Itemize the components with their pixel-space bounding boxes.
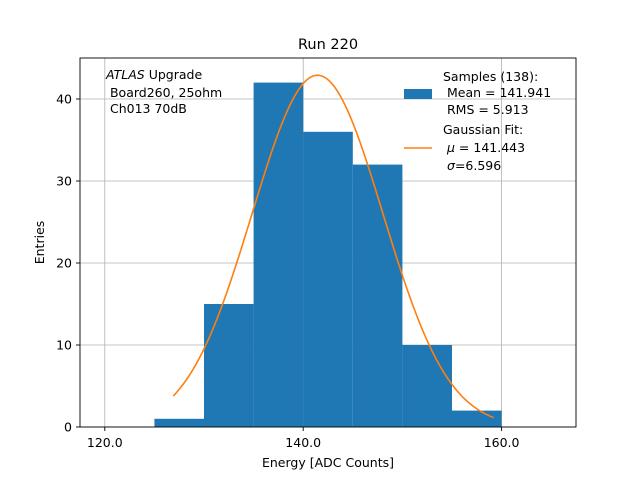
histogram-bar	[402, 345, 452, 427]
axis-ticks: 120.0 140.0 160.0 0 10 20 30 40	[56, 92, 519, 451]
histogram-bar	[452, 410, 502, 427]
y-tick-label: 20	[56, 256, 72, 271]
legend-hist-line-2: Mean = 141.941	[443, 85, 551, 100]
legend-sigma-value: =6.596	[455, 158, 501, 173]
x-axis-label: Energy [ADC Counts]	[262, 455, 394, 470]
y-tick-label: 30	[56, 174, 72, 189]
legend: Samples (138): Mean = 141.941 RMS = 5.91…	[404, 69, 551, 173]
legend-fit-sigma: σ=6.596	[447, 158, 501, 173]
axes-frame	[79, 57, 577, 428]
legend-hist-swatch	[404, 89, 432, 99]
x-tick-label: 120.0	[87, 435, 123, 450]
legend-hist-line-1: Samples (138):	[443, 69, 538, 84]
fit-curve	[172, 74, 494, 419]
y-tick-label: 10	[56, 338, 72, 353]
y-axis-label: Entries	[32, 221, 47, 265]
legend-fit-mu: μ = 141.443	[446, 140, 525, 155]
atlas-annotation: ATLAS Upgrade Board260, 25ohm Ch013 70dB	[105, 67, 222, 116]
histogram-bar	[204, 304, 254, 427]
legend-fit-title: Gaussian Fit:	[443, 122, 523, 137]
annotation-line-3: Ch013 70dB	[106, 101, 187, 116]
x-tick-label: 160.0	[484, 435, 520, 450]
histogram-bar	[154, 418, 204, 427]
annotation-line-1: ATLAS Upgrade	[105, 67, 202, 82]
annotation-line-2: Board260, 25ohm	[106, 85, 222, 100]
x-tick-label: 140.0	[285, 435, 321, 450]
y-tick-label: 40	[56, 92, 72, 107]
annotation-atlas: ATLAS	[105, 67, 145, 82]
legend-mu-value: = 141.443	[455, 140, 525, 155]
gaussian-fit	[172, 74, 494, 419]
annotation-upgrade: Upgrade	[145, 67, 203, 82]
y-tick-label: 0	[64, 420, 72, 435]
chart-title: Run 220	[298, 37, 358, 53]
legend-sigma-symbol: σ	[447, 158, 456, 173]
legend-mu-symbol: μ	[446, 140, 455, 155]
histogram-bar	[303, 131, 353, 428]
legend-hist-line-3: RMS = 5.913	[443, 102, 529, 117]
histogram-bar	[253, 82, 304, 427]
histogram-bars	[154, 82, 502, 428]
histogram-bar	[352, 164, 403, 427]
